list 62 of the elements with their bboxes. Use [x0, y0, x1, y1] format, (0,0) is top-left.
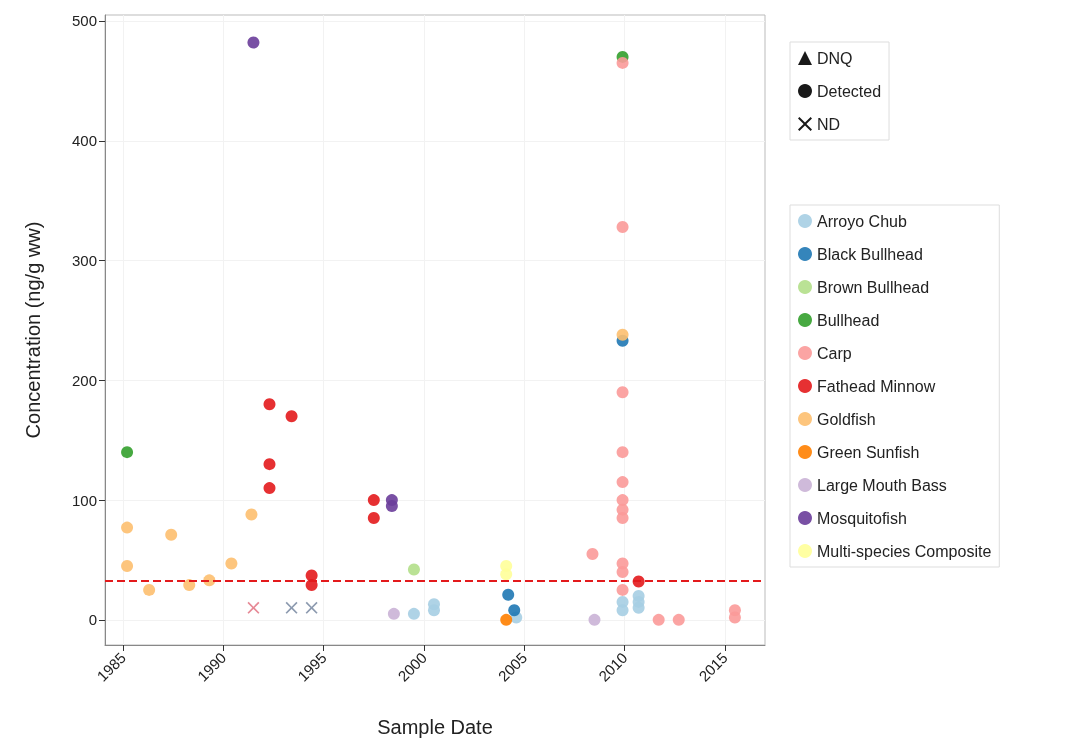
- point: [407, 563, 420, 576]
- legend-label: Brown Bullhead: [817, 278, 930, 296]
- point: [616, 328, 629, 341]
- point: [263, 458, 276, 471]
- point: [121, 446, 134, 459]
- point: [616, 565, 629, 578]
- point: [616, 386, 629, 399]
- point: [367, 512, 380, 525]
- point: [428, 604, 440, 617]
- legend-label: Detected: [817, 82, 882, 100]
- point: [652, 613, 665, 626]
- point: [263, 398, 276, 411]
- legend-label: Fathead Minnow: [817, 377, 936, 395]
- y-tick-label: 500: [71, 12, 97, 30]
- point: [367, 494, 380, 507]
- y-tick-label: 200: [71, 371, 97, 389]
- point: [588, 613, 601, 626]
- legend-label: Goldfish: [817, 410, 876, 428]
- point: [586, 547, 599, 560]
- legend-label: DNQ: [817, 49, 853, 67]
- point: [165, 528, 178, 541]
- point: [616, 583, 629, 596]
- point: [121, 559, 134, 572]
- point: [616, 221, 629, 233]
- point: [616, 446, 629, 459]
- point: [143, 583, 156, 596]
- legend-label: Green Sunfish: [817, 443, 920, 461]
- point: [616, 512, 629, 525]
- point: [121, 521, 134, 534]
- point: [183, 579, 196, 592]
- legend-label: Large Mouth Bass: [817, 476, 947, 494]
- point: [225, 557, 238, 570]
- point: [387, 607, 400, 620]
- point: [263, 482, 276, 495]
- point: [672, 613, 685, 626]
- point: [616, 604, 629, 617]
- legend-label: ND: [817, 115, 841, 133]
- legend-label: Mosquitofish: [817, 509, 907, 527]
- y-tick-label: 400: [71, 132, 97, 150]
- point: [285, 410, 298, 423]
- legend-label: Multi-species Composite: [817, 542, 992, 560]
- point: [500, 568, 513, 581]
- legend-label: Black Bullhead: [817, 245, 923, 263]
- point: [616, 476, 629, 489]
- point: [500, 613, 513, 626]
- point: [247, 36, 260, 49]
- point: [385, 500, 398, 513]
- legend-label: Bullhead: [817, 311, 880, 329]
- point: [728, 611, 741, 624]
- y-tick-label: 300: [71, 252, 97, 270]
- legend-label: Arroyo Chub: [817, 212, 907, 230]
- point: [502, 588, 515, 601]
- point: [245, 508, 258, 521]
- point: [407, 607, 420, 620]
- legend-label: Carp: [817, 344, 852, 362]
- point: [632, 601, 645, 614]
- y-tick-label: 100: [71, 491, 97, 509]
- point: [616, 56, 629, 69]
- y-axis-title: Concentration (ng/g ww): [22, 221, 44, 439]
- point: [508, 604, 521, 617]
- y-tick-label: 0: [88, 611, 97, 629]
- x-axis-title: Sample Date: [377, 716, 493, 738]
